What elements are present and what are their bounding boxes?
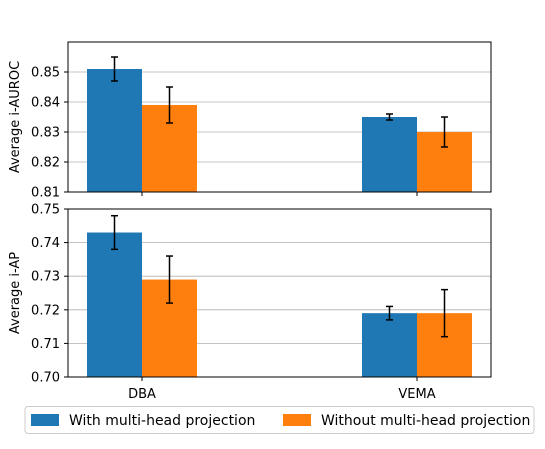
y-tick-label: 0.72 <box>31 303 60 318</box>
y-tick-label: 0.70 <box>31 371 60 386</box>
bar-with-multi-head-projection-dba <box>87 232 142 377</box>
y-tick-label: 0.84 <box>31 96 60 111</box>
legend-label: Without multi-head projection <box>321 413 530 429</box>
y-tick-label: 0.85 <box>31 66 60 81</box>
y-tick-label: 0.82 <box>31 156 60 171</box>
axes-frame <box>67 41 492 193</box>
y-tick-label: 0.75 <box>31 203 60 218</box>
chart-panel-1: 0.81 0.82 0.83 0.84 0.85 Average i-AUROC <box>8 41 492 201</box>
bar-with-multi-head-projection-vema <box>362 313 417 377</box>
axes-frame <box>67 208 492 378</box>
bar-with-multi-head-projection-vema <box>362 117 417 192</box>
legend-label: With multi-head projection <box>69 413 255 429</box>
y-axis-label: Average i-AP <box>8 252 23 334</box>
legend-swatch <box>31 414 59 426</box>
chart-panel-2: 0.70 0.71 0.72 0.73 0.74 0.75 DBA VEMA Average i… <box>8 203 492 402</box>
y-axis-label: Average i-AUROC <box>8 61 23 173</box>
y-tick-label: 0.81 <box>31 186 60 201</box>
y-tick-label: 0.73 <box>31 270 60 285</box>
legend-box <box>24 406 535 434</box>
y-tick-label: 0.71 <box>31 337 60 352</box>
y-tick-label: 0.74 <box>31 236 60 251</box>
bar-with-multi-head-projection-dba <box>87 69 142 192</box>
legend: With multi-head projection Without multi-… <box>24 406 535 434</box>
x-tick-label: DBA <box>128 387 156 402</box>
legend-swatch <box>283 414 311 426</box>
y-tick-label: 0.83 <box>31 126 60 141</box>
x-tick-label: VEMA <box>398 387 435 402</box>
